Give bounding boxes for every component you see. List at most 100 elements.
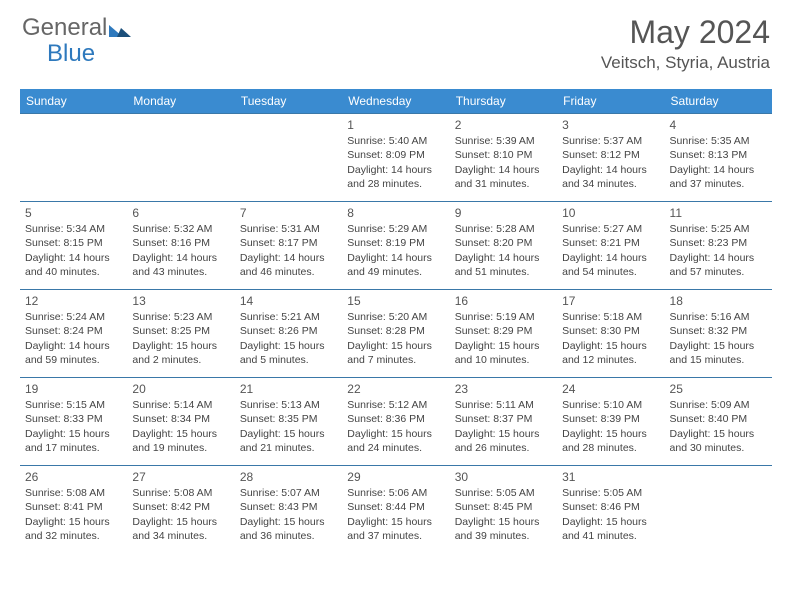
day-sunrise: Sunrise: 5:14 AM (132, 398, 229, 412)
day-daylight2: and 49 minutes. (347, 265, 444, 279)
day-number: 13 (132, 293, 229, 309)
day-sunset: Sunset: 8:39 PM (562, 412, 659, 426)
calendar-day-cell: 16Sunrise: 5:19 AMSunset: 8:29 PMDayligh… (450, 290, 557, 378)
day-sunrise: Sunrise: 5:10 AM (562, 398, 659, 412)
calendar-table: Sunday Monday Tuesday Wednesday Thursday… (20, 89, 772, 554)
day-daylight2: and 34 minutes. (562, 177, 659, 191)
day-daylight2: and 31 minutes. (455, 177, 552, 191)
day-sunrise: Sunrise: 5:20 AM (347, 310, 444, 324)
day-sunrise: Sunrise: 5:12 AM (347, 398, 444, 412)
day-sunrise: Sunrise: 5:34 AM (25, 222, 122, 236)
calendar-day-cell: 13Sunrise: 5:23 AMSunset: 8:25 PMDayligh… (127, 290, 234, 378)
logo: General (22, 14, 131, 42)
day-daylight1: Daylight: 15 hours (562, 339, 659, 353)
day-number: 28 (240, 469, 337, 485)
day-sunset: Sunset: 8:44 PM (347, 500, 444, 514)
calendar-week-row: 1Sunrise: 5:40 AMSunset: 8:09 PMDaylight… (20, 114, 772, 202)
day-daylight2: and 59 minutes. (25, 353, 122, 367)
day-sunset: Sunset: 8:29 PM (455, 324, 552, 338)
day-sunset: Sunset: 8:33 PM (25, 412, 122, 426)
day-daylight2: and 21 minutes. (240, 441, 337, 455)
day-number: 25 (670, 381, 767, 397)
calendar-week-row: 12Sunrise: 5:24 AMSunset: 8:24 PMDayligh… (20, 290, 772, 378)
calendar-week-row: 26Sunrise: 5:08 AMSunset: 8:41 PMDayligh… (20, 466, 772, 554)
day-number: 17 (562, 293, 659, 309)
day-number: 18 (670, 293, 767, 309)
day-number: 3 (562, 117, 659, 133)
day-daylight2: and 41 minutes. (562, 529, 659, 543)
day-number: 15 (347, 293, 444, 309)
day-sunrise: Sunrise: 5:13 AM (240, 398, 337, 412)
day-daylight1: Daylight: 15 hours (455, 339, 552, 353)
day-sunrise: Sunrise: 5:08 AM (25, 486, 122, 500)
weekday-header: Saturday (665, 89, 772, 114)
calendar-day-cell: 31Sunrise: 5:05 AMSunset: 8:46 PMDayligh… (557, 466, 664, 554)
day-number: 6 (132, 205, 229, 221)
location-subtitle: Veitsch, Styria, Austria (601, 53, 770, 73)
calendar-day-cell: 22Sunrise: 5:12 AMSunset: 8:36 PMDayligh… (342, 378, 449, 466)
weekday-header: Thursday (450, 89, 557, 114)
day-sunrise: Sunrise: 5:06 AM (347, 486, 444, 500)
header: General May 2024 Veitsch, Styria, Austri… (0, 0, 792, 81)
day-sunset: Sunset: 8:16 PM (132, 236, 229, 250)
calendar-day-cell: 20Sunrise: 5:14 AMSunset: 8:34 PMDayligh… (127, 378, 234, 466)
day-daylight1: Daylight: 15 hours (25, 427, 122, 441)
calendar-day-cell: 18Sunrise: 5:16 AMSunset: 8:32 PMDayligh… (665, 290, 772, 378)
day-daylight1: Daylight: 14 hours (240, 251, 337, 265)
calendar-day-cell (665, 466, 772, 554)
calendar-day-cell (20, 114, 127, 202)
day-sunset: Sunset: 8:32 PM (670, 324, 767, 338)
day-sunrise: Sunrise: 5:16 AM (670, 310, 767, 324)
day-sunset: Sunset: 8:28 PM (347, 324, 444, 338)
day-number: 31 (562, 469, 659, 485)
title-block: May 2024 Veitsch, Styria, Austria (601, 14, 770, 73)
day-sunset: Sunset: 8:25 PM (132, 324, 229, 338)
day-daylight2: and 12 minutes. (562, 353, 659, 367)
day-daylight2: and 30 minutes. (670, 441, 767, 455)
day-sunset: Sunset: 8:19 PM (347, 236, 444, 250)
day-sunset: Sunset: 8:35 PM (240, 412, 337, 426)
day-daylight2: and 24 minutes. (347, 441, 444, 455)
month-title: May 2024 (601, 14, 770, 51)
day-sunset: Sunset: 8:13 PM (670, 148, 767, 162)
calendar-day-cell: 21Sunrise: 5:13 AMSunset: 8:35 PMDayligh… (235, 378, 342, 466)
day-number: 2 (455, 117, 552, 133)
day-number: 12 (25, 293, 122, 309)
calendar-day-cell: 1Sunrise: 5:40 AMSunset: 8:09 PMDaylight… (342, 114, 449, 202)
day-daylight1: Daylight: 15 hours (670, 427, 767, 441)
calendar-day-cell (235, 114, 342, 202)
day-sunrise: Sunrise: 5:29 AM (347, 222, 444, 236)
day-daylight2: and 37 minutes. (347, 529, 444, 543)
day-daylight1: Daylight: 15 hours (347, 339, 444, 353)
calendar-day-cell: 30Sunrise: 5:05 AMSunset: 8:45 PMDayligh… (450, 466, 557, 554)
day-daylight1: Daylight: 14 hours (455, 251, 552, 265)
day-daylight1: Daylight: 15 hours (670, 339, 767, 353)
day-sunrise: Sunrise: 5:24 AM (25, 310, 122, 324)
day-sunrise: Sunrise: 5:15 AM (25, 398, 122, 412)
day-daylight2: and 57 minutes. (670, 265, 767, 279)
day-daylight1: Daylight: 14 hours (25, 251, 122, 265)
calendar-day-cell: 25Sunrise: 5:09 AMSunset: 8:40 PMDayligh… (665, 378, 772, 466)
day-sunset: Sunset: 8:10 PM (455, 148, 552, 162)
day-daylight1: Daylight: 14 hours (670, 251, 767, 265)
day-daylight1: Daylight: 15 hours (240, 515, 337, 529)
weekday-header: Friday (557, 89, 664, 114)
day-sunset: Sunset: 8:42 PM (132, 500, 229, 514)
day-sunrise: Sunrise: 5:19 AM (455, 310, 552, 324)
day-daylight2: and 46 minutes. (240, 265, 337, 279)
day-daylight1: Daylight: 15 hours (132, 427, 229, 441)
day-sunset: Sunset: 8:45 PM (455, 500, 552, 514)
weekday-header: Sunday (20, 89, 127, 114)
day-daylight2: and 5 minutes. (240, 353, 337, 367)
day-sunset: Sunset: 8:09 PM (347, 148, 444, 162)
day-sunrise: Sunrise: 5:27 AM (562, 222, 659, 236)
calendar-day-cell: 17Sunrise: 5:18 AMSunset: 8:30 PMDayligh… (557, 290, 664, 378)
day-daylight1: Daylight: 15 hours (562, 515, 659, 529)
calendar-day-cell: 8Sunrise: 5:29 AMSunset: 8:19 PMDaylight… (342, 202, 449, 290)
calendar-day-cell: 19Sunrise: 5:15 AMSunset: 8:33 PMDayligh… (20, 378, 127, 466)
day-daylight1: Daylight: 15 hours (455, 515, 552, 529)
day-daylight1: Daylight: 14 hours (347, 251, 444, 265)
day-daylight1: Daylight: 14 hours (670, 163, 767, 177)
day-number: 11 (670, 205, 767, 221)
day-daylight2: and 37 minutes. (670, 177, 767, 191)
